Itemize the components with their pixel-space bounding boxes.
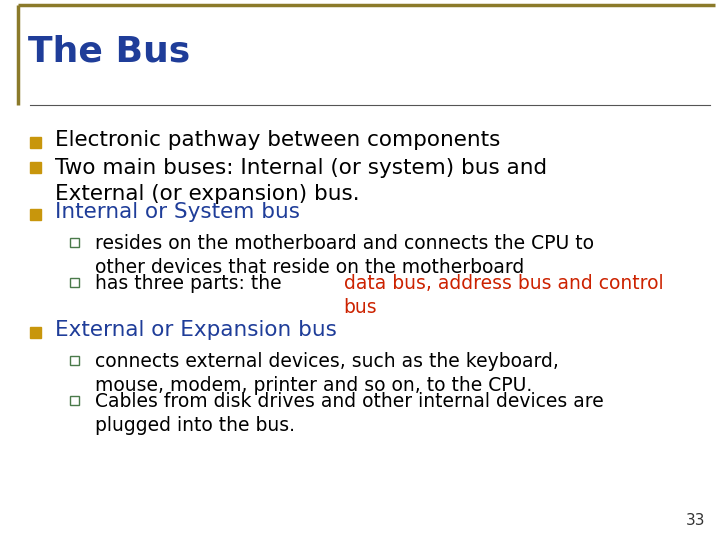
Text: 33: 33 [685,513,705,528]
Bar [70,355,79,364]
Bar [30,161,41,172]
Text: has three parts: the: has three parts: the [95,274,287,293]
Bar [70,395,79,404]
Bar [30,327,41,338]
Text: External or Expansion bus: External or Expansion bus [55,320,337,340]
Text: data bus, address bus and control
bus: data bus, address bus and control bus [343,274,663,317]
Text: Two main buses: Internal (or system) bus and
External (or expansion) bus.: Two main buses: Internal (or system) bus… [55,158,547,204]
Bar [70,238,79,246]
Bar [30,137,41,147]
Text: Electronic pathway between components: Electronic pathway between components [55,130,500,150]
Bar [70,278,79,287]
Text: Internal or System bus: Internal or System bus [55,202,300,222]
Bar [30,208,41,219]
Text: connects external devices, such as the keyboard,
mouse, modem, printer and so on: connects external devices, such as the k… [95,352,559,395]
Text: Cables from disk drives and other internal devices are
plugged into the bus.: Cables from disk drives and other intern… [95,392,604,435]
Text: resides on the motherboard and connects the CPU to
other devices that reside on : resides on the motherboard and connects … [95,234,594,277]
Text: The Bus: The Bus [28,35,190,69]
